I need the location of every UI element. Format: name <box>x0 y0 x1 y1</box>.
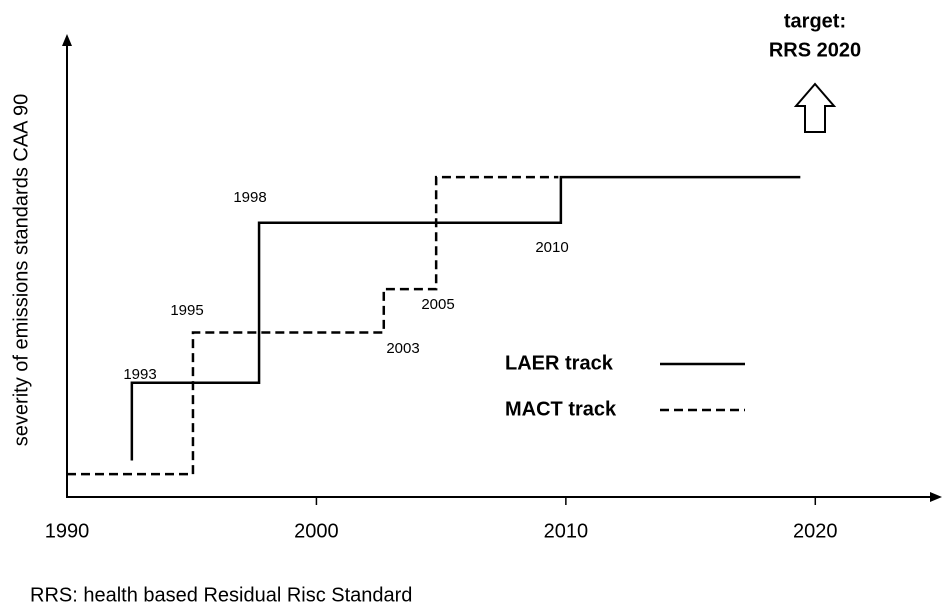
annotation: 2005 <box>421 296 454 313</box>
target-label: target: <box>784 10 846 32</box>
x-tick-label: 2020 <box>793 520 838 542</box>
footnote: RRS: health based Residual Risc Standard <box>30 584 412 606</box>
y-axis-label: severity of emissions standards CAA 90 <box>10 94 32 446</box>
legend-label: MACT track <box>505 398 617 420</box>
annotation: 2010 <box>535 239 568 256</box>
x-tick-label: 2000 <box>294 520 339 542</box>
series-line <box>67 175 559 476</box>
target-label: RRS 2020 <box>769 39 861 61</box>
series-line <box>130 175 801 461</box>
x-tick-label: 2010 <box>544 520 589 542</box>
target-arrow <box>793 82 837 133</box>
annotation: 1998 <box>233 189 266 206</box>
y-axis-arrow <box>62 34 72 46</box>
annotation: 2003 <box>386 340 419 357</box>
annotation: 1993 <box>123 366 156 383</box>
annotation: 1995 <box>170 302 203 319</box>
legend-label: LAER track <box>505 352 614 374</box>
x-tick-label: 1990 <box>45 520 90 542</box>
x-axis-arrow <box>930 492 942 502</box>
